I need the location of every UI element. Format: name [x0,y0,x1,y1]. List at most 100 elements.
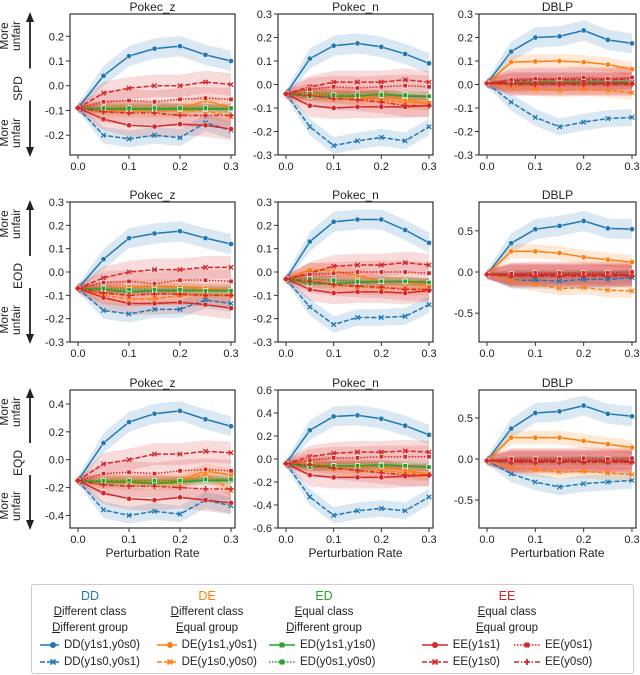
marker-x [556,285,563,292]
marker-square [228,288,234,294]
x-tick-label: 0.1 [121,348,136,360]
plot-frame [277,13,434,156]
series-DD2 [484,457,635,490]
marker-square [629,74,635,80]
confidence-band-EE10 [286,68,429,99]
down-arrowhead-icon [26,334,34,344]
marker-x [508,464,514,470]
marker-square [378,269,384,275]
plot-frame [478,13,637,156]
marker-circle [629,226,635,233]
y-tick-label: 0.0 [257,267,272,279]
marker-x [126,296,132,302]
confidence-band-DE2 [487,457,632,482]
marker-plus [426,472,432,478]
series-EE00 [75,105,234,119]
marker-square [177,286,183,292]
marker-x [202,470,209,477]
marker-plus [378,284,385,290]
confidence-band-DD1 [286,209,429,284]
x-tick-label: 0.1 [528,348,543,360]
confidence-band-DD2 [487,457,632,496]
plot-frame [478,389,637,529]
x-tick-label: 0.3 [624,534,639,546]
y-tick-label: 0.0 [257,454,272,466]
confidence-band-DD2 [487,79,632,136]
marker-x [532,114,538,121]
marker-plus [532,459,539,466]
marker-x [402,313,408,319]
marker-circle [100,116,107,122]
marker-x [228,300,234,307]
marker-circle [151,123,158,130]
x-axis-label: Perturbation Rate [510,546,604,560]
marker-square [307,271,313,277]
marker-circle [580,59,587,66]
marker-x [307,304,313,310]
marker-circle [330,474,337,481]
marker-plus [126,292,132,299]
y-tick-label: 0.1 [49,56,64,68]
marker-circle [580,27,587,34]
marker-circle [228,126,234,132]
marker-x [629,288,635,294]
marker-square [307,86,313,92]
marker-x [629,471,635,478]
marker-plus [556,459,563,466]
plot-frame [69,389,236,529]
marker-circle [604,441,611,448]
marker-x [354,138,361,144]
y-tick-label: -0.5 [454,308,473,320]
marker-x [605,470,611,476]
x-tick-label: 0.2 [374,348,389,360]
marker-x [402,138,408,144]
marker-circle [629,259,635,265]
marker-square [177,478,183,484]
marker-circle [556,58,563,64]
y-tick-label: 0.2 [49,31,64,43]
marker-x [228,264,234,270]
marker-x [331,512,337,519]
y-tick-label: 0.5 [458,413,473,425]
series-EE00 [484,271,635,279]
plot-frame [277,389,434,529]
marker-circle [330,413,337,420]
marker-plus [378,99,385,105]
marker-x [126,311,132,317]
marker-x [581,468,587,474]
marker-x [508,471,514,477]
subplot-2-1: Pokec_z -0.3 -0.2 -0.1 0.0 0.1 0.2 0.3 0.0 0.1 0.2… [45,188,239,360]
series-EE00 [283,460,432,478]
marker-circle [604,37,611,43]
plot-frame [69,201,236,343]
marker-x [581,276,587,283]
y-tick-label: 0.3 [257,197,272,209]
marker-circle [556,408,563,415]
marker-plus [378,470,385,476]
marker-x [605,479,611,485]
legend-group-title: DE [198,589,216,603]
y-tick-label: 0.2 [257,431,272,443]
marker-x [307,124,313,130]
confidence-band-DD1 [487,395,632,465]
legend-group-label: Different group [286,622,362,634]
x-tick-label: 0.2 [172,534,187,546]
marker-plus [354,283,361,289]
marker-circle [228,305,234,312]
marker-plus [100,108,107,115]
subplot-3-1: Pokec_z -0.4 -0.2 0.0 0.2 0.4 0.0 0.1 0.2 0.3 Pert… [45,376,239,560]
y-tick-label: -0.3 [253,337,272,349]
marker-square [378,92,384,98]
marker-circle [508,434,515,441]
y-tick-label: -0.5 [454,495,473,507]
marker-square [101,471,107,477]
marker-square [152,286,158,292]
x-axis-label: Perturbation Rate [308,546,402,560]
marker-circle [100,72,107,79]
confidence-band-DD1 [487,20,632,88]
marker-x [378,449,384,455]
marker-x [202,79,209,85]
marker-x [378,79,384,85]
legend-entry-label: DE(y1s0,y0s0) [181,655,257,668]
marker-square [203,95,209,101]
